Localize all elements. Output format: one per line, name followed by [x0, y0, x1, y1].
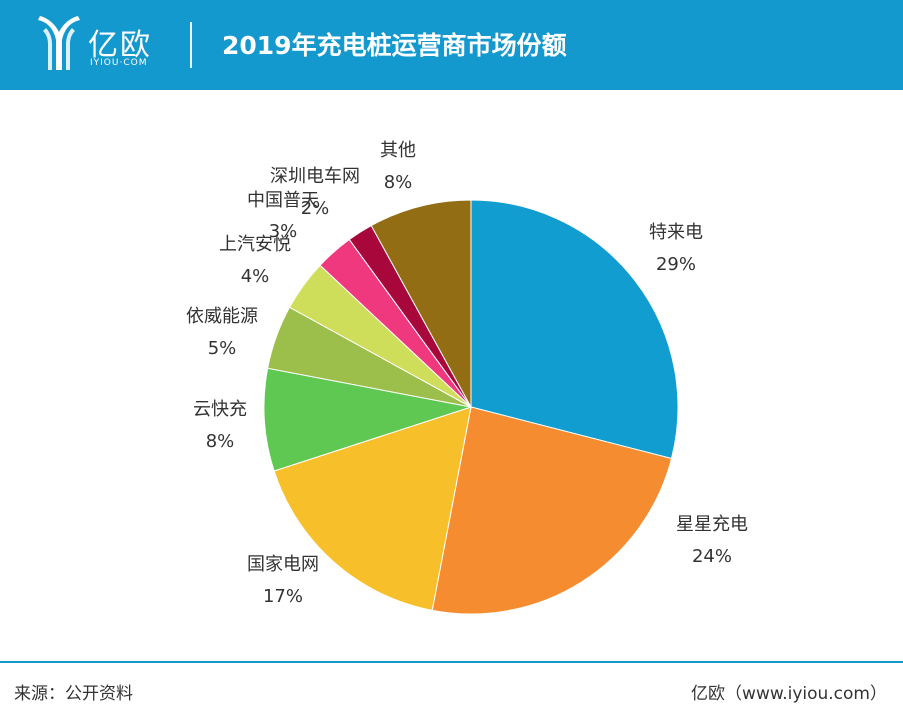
pie-slice: [431, 406, 673, 615]
logo: 亿欧 IYIOU·COM: [34, 14, 174, 74]
credit-note: 亿欧（www.iyiou.com）: [691, 684, 887, 704]
slice-value-label: 24%: [692, 546, 732, 567]
logo-icon: [38, 16, 80, 70]
slice-value-label: 17%: [263, 586, 303, 607]
logo-subtext: IYIOU·COM: [90, 58, 148, 68]
slice-value-label: 3%: [269, 221, 298, 242]
pie-slice: [470, 199, 679, 460]
slice-name-label: 国家电网: [247, 554, 319, 575]
slice-value-label: 8%: [206, 431, 235, 452]
slice-value-label: 4%: [241, 266, 270, 287]
pie-slice: [273, 406, 472, 611]
slice-name-label: 星星充电: [676, 514, 748, 535]
slice-value-label: 29%: [656, 254, 696, 275]
logo-text: 亿欧: [88, 28, 152, 63]
pie-chart: 特来电 29% 星星充电 24% 国家电网 17% 云快充 8% 依威能源 5% 上汽安悦 4% 中国普…: [186, 140, 748, 615]
slice-value-label: 2%: [301, 198, 330, 219]
pie-slice: [370, 199, 472, 408]
slice-name-label: 特来电: [649, 222, 703, 243]
header-bar: 亿欧 IYIOU·COM 2019年充电桩运营商市场份额: [0, 0, 903, 90]
slice-name-label: 上汽安悦: [219, 234, 291, 255]
header-divider: [190, 22, 192, 68]
footer-divider: [0, 661, 903, 663]
slice-name-label: 深圳电车网: [270, 166, 360, 187]
slice-value-label: 5%: [208, 338, 237, 359]
slice-name-label: 云快充: [193, 399, 247, 420]
page-title: 2019年充电桩运营商市场份额: [222, 31, 567, 60]
source-note: 来源：公开资料: [14, 684, 133, 704]
slice-name-label: 其他: [380, 140, 416, 161]
slice-value-label: 8%: [384, 172, 413, 193]
slice-name-label: 中国普天: [247, 190, 319, 211]
slice-name-label: 依威能源: [186, 306, 258, 327]
pie-slice: [263, 367, 472, 472]
